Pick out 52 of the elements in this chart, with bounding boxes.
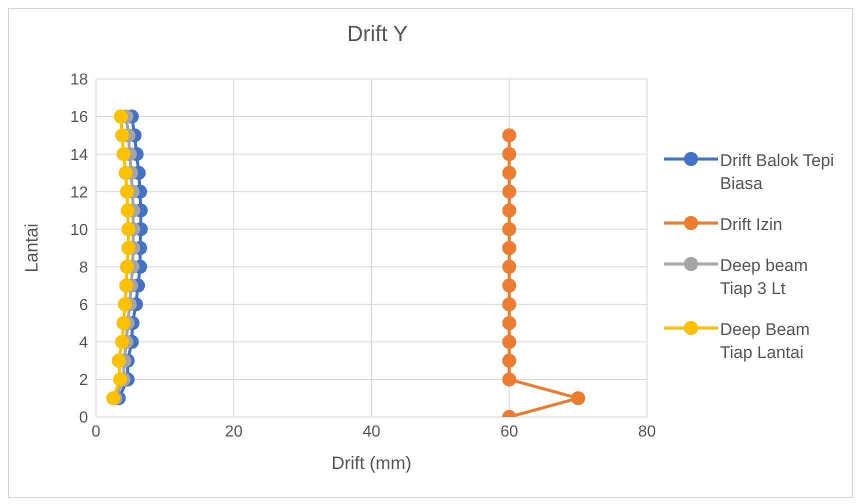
y-tick-label: 0 <box>79 410 88 427</box>
point <box>571 391 586 406</box>
point <box>121 222 136 236</box>
point <box>502 241 516 255</box>
y-tick-label: 12 <box>70 184 88 202</box>
point <box>502 316 516 330</box>
x-tick-label: 40 <box>362 423 380 440</box>
point <box>113 372 128 386</box>
point <box>502 203 516 218</box>
point <box>119 278 134 293</box>
y-tick-label: 10 <box>70 222 88 239</box>
legend-label: Deep Beam Tiap Lantai <box>720 319 811 364</box>
point <box>112 354 126 368</box>
point <box>502 354 516 368</box>
y-tick-label: 2 <box>79 372 88 390</box>
x-axis-title: Drift (mm) <box>332 453 412 473</box>
point <box>114 110 128 124</box>
y-tick-label: 18 <box>70 72 88 89</box>
point <box>121 241 136 255</box>
point <box>502 297 516 312</box>
legend-label: Drift Balok Tepi Biasa <box>720 150 836 195</box>
x-tick-label: 60 <box>500 423 518 440</box>
point <box>502 128 516 142</box>
point <box>502 260 516 274</box>
point <box>116 147 131 162</box>
point <box>120 203 135 218</box>
point <box>502 278 516 293</box>
point <box>120 184 134 199</box>
y-tick-label: 4 <box>79 334 88 352</box>
point <box>502 147 516 162</box>
chart-title: Drift Y <box>346 21 409 47</box>
point <box>115 334 130 349</box>
y-tick-label: 14 <box>70 146 88 164</box>
x-tick-label: 0 <box>92 423 101 440</box>
point <box>502 222 516 236</box>
legend-label: Deep beam Tiap 3 Lt <box>720 255 809 300</box>
point <box>115 128 130 142</box>
y-tick-label: 8 <box>79 259 88 276</box>
y-tick-label: 6 <box>79 297 88 314</box>
point <box>120 260 134 274</box>
point <box>118 166 133 180</box>
point <box>118 297 132 312</box>
x-tick-label: 20 <box>224 423 243 440</box>
legend-label: Drift Izin <box>720 214 784 236</box>
point <box>502 184 516 199</box>
y-tick-label: 16 <box>70 109 88 126</box>
point <box>502 372 516 386</box>
point <box>116 316 131 330</box>
point <box>502 334 516 349</box>
point <box>502 166 516 180</box>
x-tick-label: 80 <box>638 423 656 440</box>
y-axis-title: Lantai <box>21 223 42 273</box>
